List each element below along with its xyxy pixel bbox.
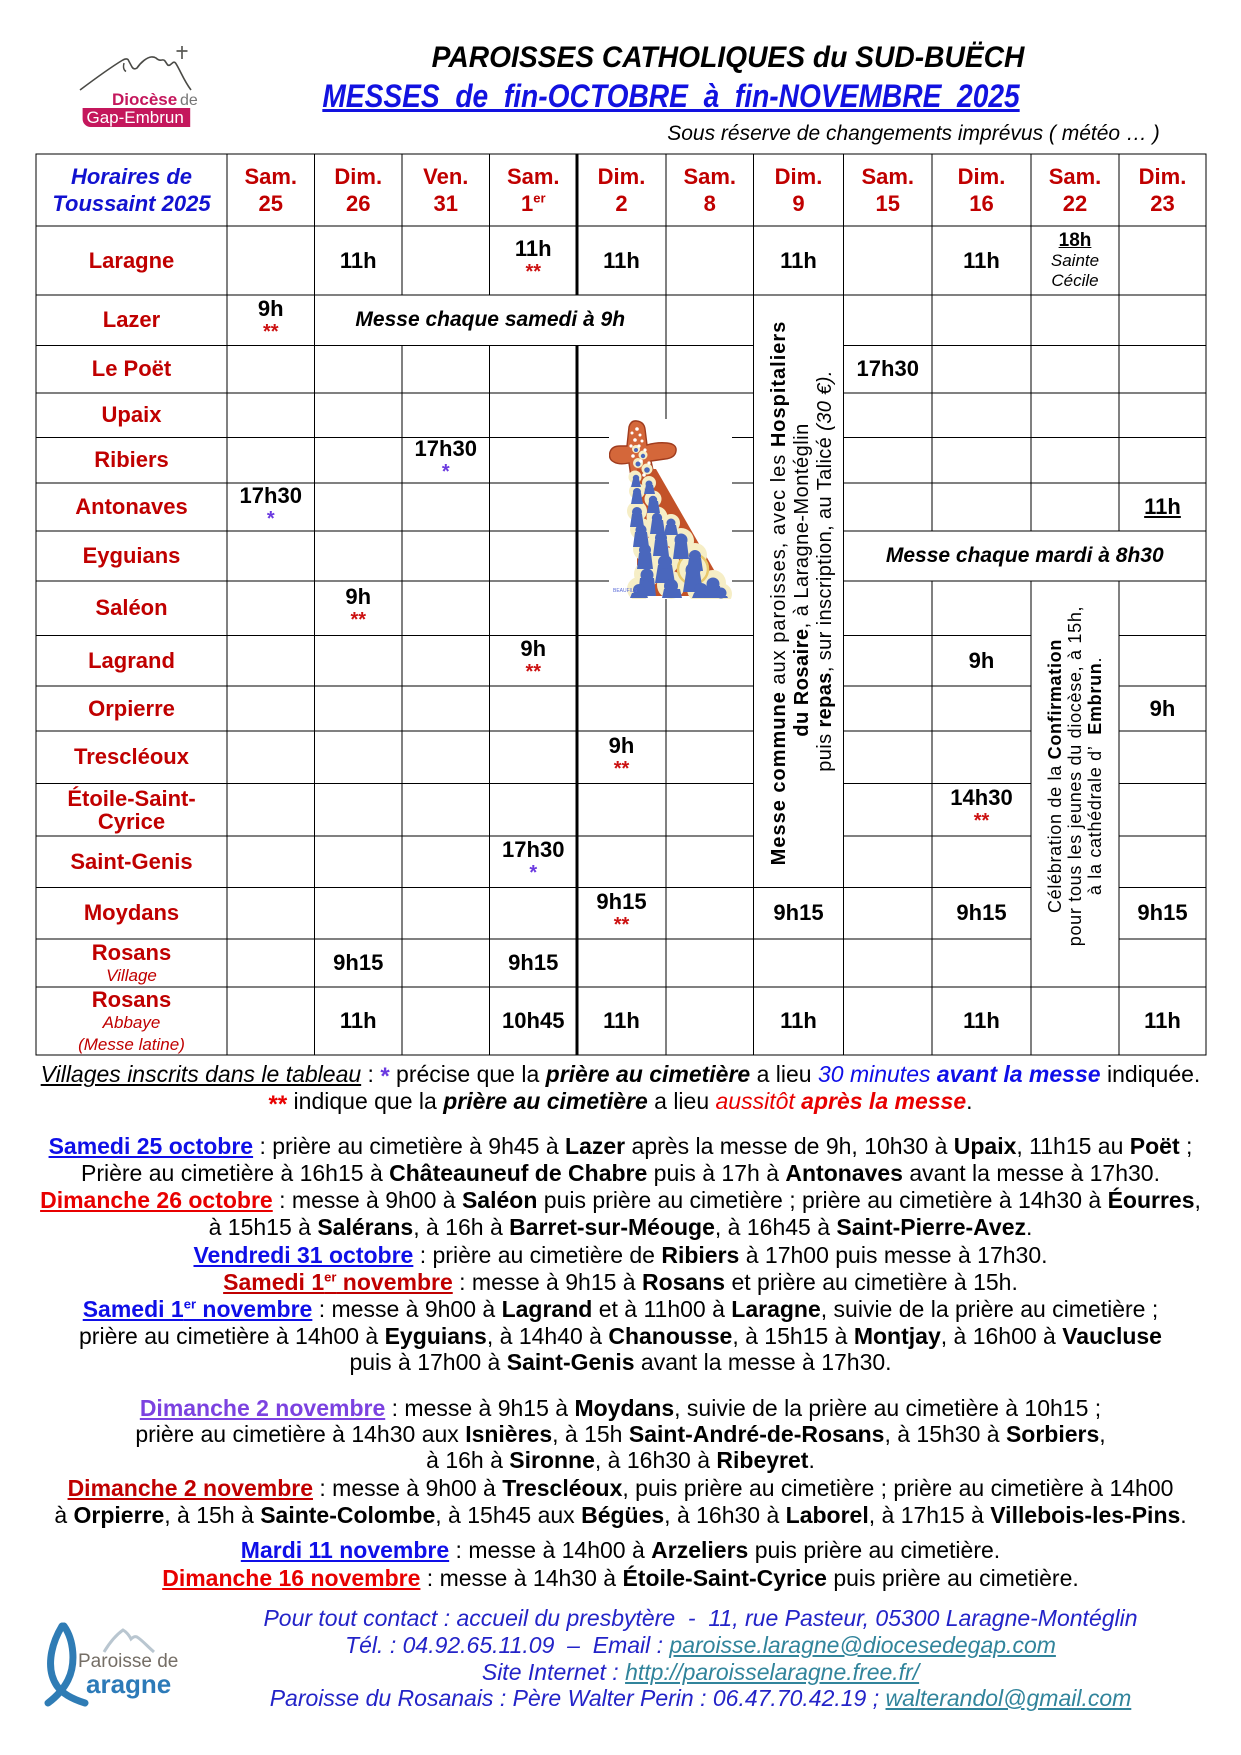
svg-text:Paroisse de: Paroisse de	[78, 1651, 178, 1672]
svg-text:BEAUFILS: BEAUFILS	[613, 588, 638, 594]
svg-text:Diocèse: Diocèse	[112, 90, 177, 109]
svg-text:de: de	[180, 92, 198, 109]
svg-text:aragne: aragne	[86, 1669, 171, 1699]
svg-text:Gap-Embrun: Gap-Embrun	[87, 108, 184, 127]
